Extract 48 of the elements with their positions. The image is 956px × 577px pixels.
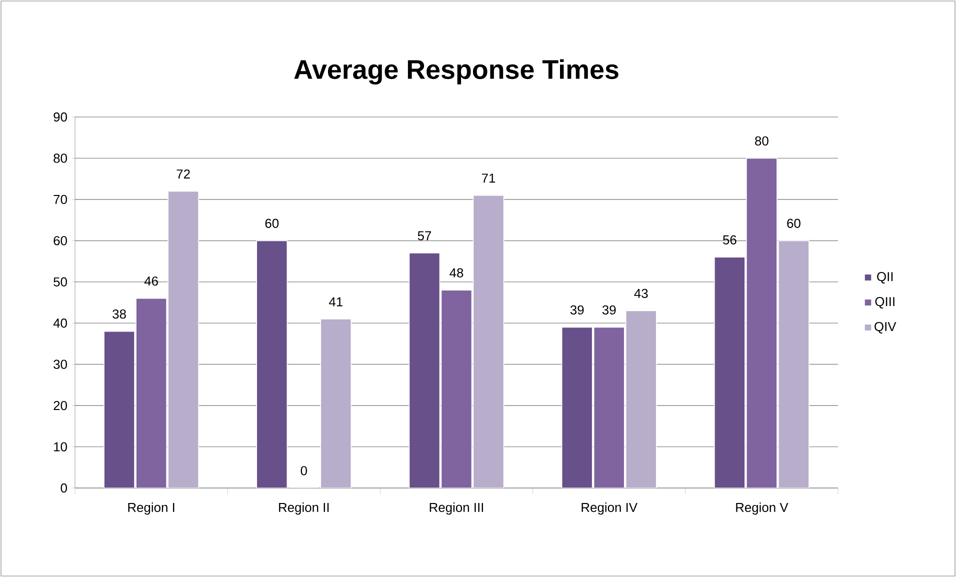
data-label: 39 bbox=[570, 305, 584, 315]
data-label: 80 bbox=[755, 136, 768, 146]
x-tick-label: Region I bbox=[128, 502, 174, 515]
y-tick-label: 70 bbox=[54, 194, 67, 204]
bar bbox=[104, 330, 135, 488]
bar bbox=[440, 290, 472, 488]
bar bbox=[472, 194, 504, 488]
y-tick-label: 90 bbox=[54, 112, 67, 122]
data-label: 60 bbox=[787, 218, 800, 228]
x-tick-label: Region V bbox=[736, 502, 788, 515]
bar bbox=[408, 252, 440, 488]
data-label: 38 bbox=[112, 309, 126, 319]
bar bbox=[625, 310, 657, 488]
bar bbox=[746, 158, 778, 488]
bar bbox=[136, 298, 167, 488]
bar bbox=[778, 240, 810, 488]
data-label: 0 bbox=[300, 466, 308, 476]
data-label: 71 bbox=[482, 174, 496, 183]
bar bbox=[320, 318, 352, 488]
y-tick-label: 20 bbox=[54, 400, 67, 410]
y-tick-label: 10 bbox=[54, 442, 67, 452]
legend-label: QIV bbox=[874, 322, 896, 334]
chart-title: Average Response Times bbox=[294, 59, 618, 85]
bar bbox=[593, 326, 625, 488]
y-tick-label: 80 bbox=[54, 154, 67, 163]
x-tick-label: Region II bbox=[279, 502, 329, 515]
legend-label: QII bbox=[877, 272, 893, 284]
y-tick-label: 0 bbox=[60, 483, 67, 493]
data-label: 56 bbox=[723, 235, 736, 244]
y-tick-label: 30 bbox=[54, 360, 67, 369]
y-tick-label: 40 bbox=[53, 318, 67, 328]
bar bbox=[561, 326, 593, 488]
x-tick-label: Region IV bbox=[582, 502, 638, 515]
data-label: 43 bbox=[634, 288, 648, 298]
legend-label: QIII bbox=[875, 297, 894, 309]
bar bbox=[168, 190, 199, 488]
bar bbox=[256, 240, 288, 488]
data-label: 46 bbox=[144, 276, 158, 286]
data-label: 41 bbox=[329, 297, 342, 306]
data-label: 60 bbox=[265, 218, 279, 228]
data-label: 48 bbox=[450, 268, 464, 278]
data-label: 57 bbox=[418, 231, 432, 240]
bar bbox=[714, 256, 746, 488]
y-tick-label: 60 bbox=[54, 236, 67, 246]
x-tick-label: Region III bbox=[430, 502, 484, 515]
data-label: 39 bbox=[602, 305, 616, 315]
data-label: 72 bbox=[176, 169, 190, 178]
y-tick-label: 50 bbox=[54, 277, 67, 286]
